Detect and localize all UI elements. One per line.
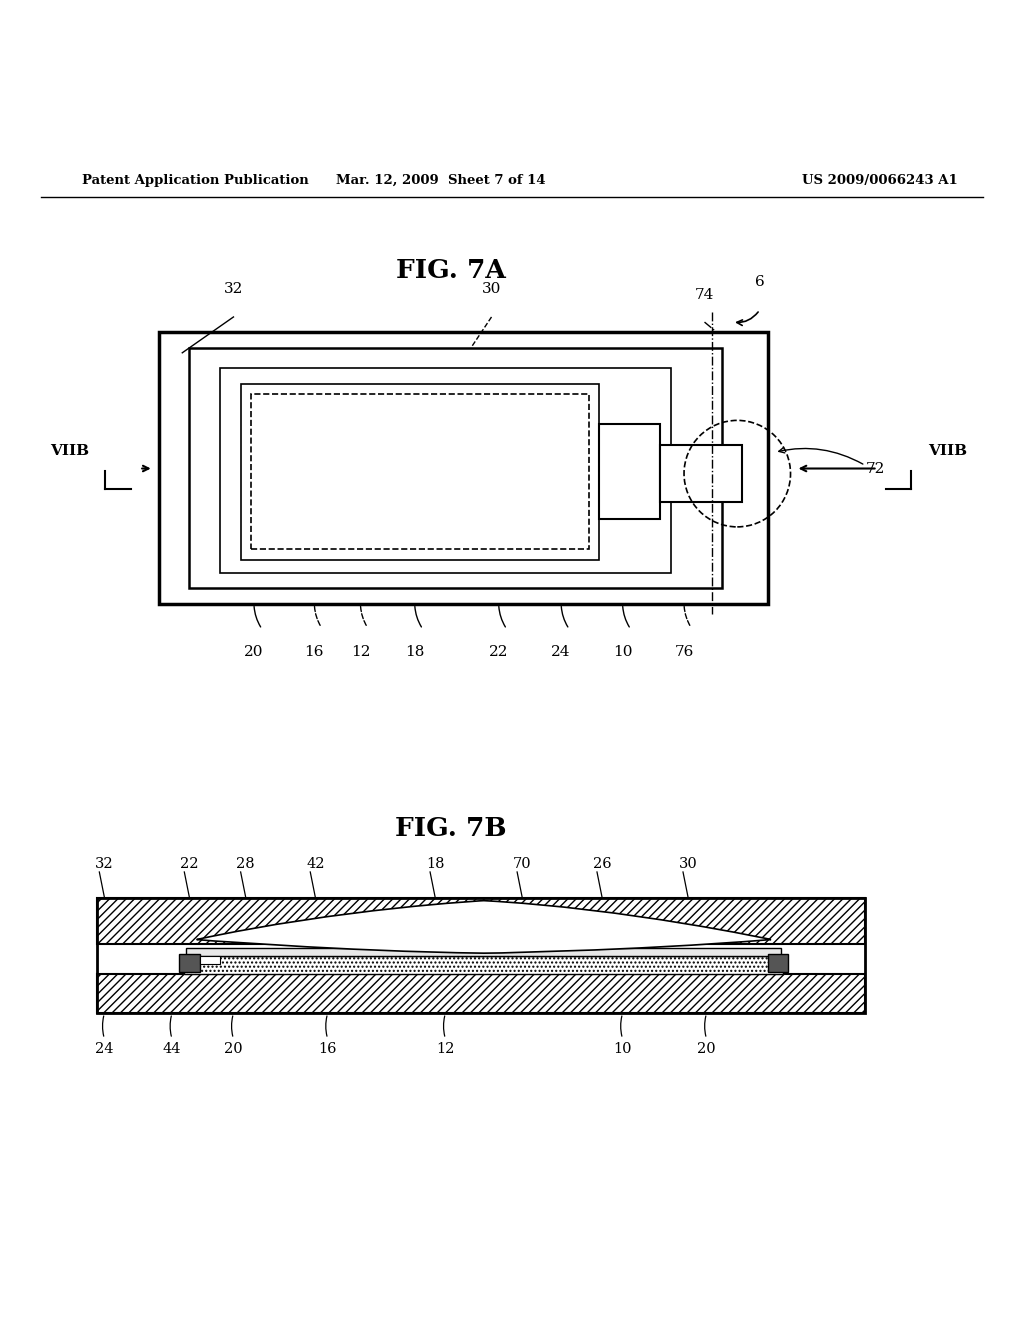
Text: 30: 30 (482, 282, 501, 297)
Bar (97, 974, 865, 1014)
Text: FIG. 7B: FIG. 7B (394, 817, 507, 841)
Text: 24: 24 (95, 1041, 114, 1056)
Text: 28: 28 (237, 857, 255, 871)
Text: 42: 42 (306, 857, 325, 871)
Text: 12: 12 (436, 1041, 455, 1056)
Text: 16: 16 (304, 644, 325, 659)
Text: 74: 74 (695, 288, 714, 301)
Bar (220, 368, 671, 573)
Bar (179, 954, 200, 973)
Text: 32: 32 (95, 857, 114, 871)
Text: 32: 32 (224, 282, 243, 297)
Text: 44: 44 (163, 1041, 181, 1056)
Text: 18: 18 (406, 644, 424, 659)
PathPatch shape (197, 900, 771, 953)
Bar (97, 944, 865, 974)
Text: 20: 20 (697, 1041, 716, 1056)
Text: Mar. 12, 2009  Sheet 7 of 14: Mar. 12, 2009 Sheet 7 of 14 (336, 174, 545, 186)
Bar (251, 393, 589, 549)
Bar (189, 347, 722, 589)
Text: 22: 22 (180, 857, 199, 871)
Text: 30: 30 (679, 857, 697, 871)
Bar (159, 333, 768, 603)
Text: 12: 12 (350, 644, 371, 659)
Bar (241, 384, 599, 560)
Bar (599, 425, 660, 519)
Text: 20: 20 (224, 1041, 243, 1056)
Text: 6: 6 (755, 276, 765, 289)
Bar (97, 898, 865, 1014)
Bar (768, 954, 788, 973)
Text: 20: 20 (244, 644, 264, 659)
Text: FIG. 7A: FIG. 7A (395, 259, 506, 284)
Text: 70: 70 (513, 857, 531, 871)
Text: VIIB: VIIB (50, 445, 89, 458)
Text: 10: 10 (612, 644, 633, 659)
Bar (97, 898, 865, 944)
Text: 24: 24 (551, 644, 571, 659)
Bar (184, 956, 783, 974)
Text: 18: 18 (426, 857, 444, 871)
Text: VIIB: VIIB (928, 445, 967, 458)
Bar (660, 445, 742, 503)
Text: 26: 26 (593, 857, 611, 871)
Text: 72: 72 (865, 462, 885, 475)
Text: 22: 22 (488, 644, 509, 659)
Bar (186, 948, 781, 956)
Bar (200, 956, 220, 964)
Text: 76: 76 (675, 644, 693, 659)
Text: US 2009/0066243 A1: US 2009/0066243 A1 (802, 174, 957, 186)
Text: Patent Application Publication: Patent Application Publication (82, 174, 308, 186)
Text: 10: 10 (613, 1041, 632, 1056)
Text: 16: 16 (318, 1041, 337, 1056)
